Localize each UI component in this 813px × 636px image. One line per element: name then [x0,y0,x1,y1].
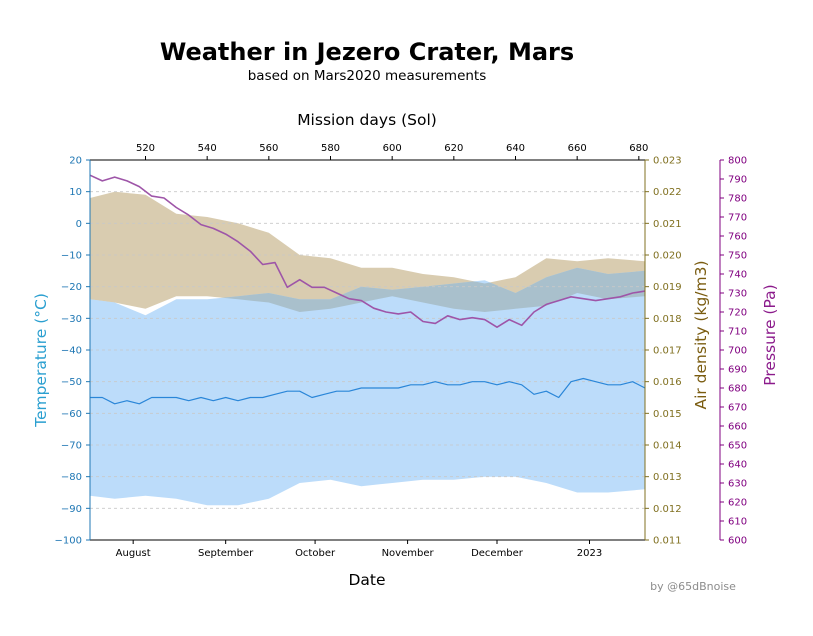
top-axis-title: Mission days (Sol) [297,111,437,129]
sol-tick-label: 660 [568,143,587,154]
pressure-tick-label: 600 [728,536,747,547]
temperature-tick-label: −90 [61,504,82,515]
density-tick-label: 0.019 [653,282,682,293]
temperature-tick-label: −40 [61,346,82,357]
temperature-tick-label: −10 [61,251,82,262]
sol-tick-label: 640 [506,143,525,154]
date-tick-label: September [198,548,254,559]
sol-tick-label: 520 [136,143,155,154]
density-tick-label: 0.015 [653,409,682,420]
density-tick-label: 0.017 [653,346,682,357]
density-tick-label: 0.013 [653,472,682,483]
density-tick-label: 0.023 [653,156,682,167]
pressure-tick-label: 750 [728,251,747,262]
density-tick-label: 0.012 [653,504,682,515]
pressure-tick-label: 660 [728,422,747,433]
sol-tick-label: 540 [198,143,217,154]
temperature-tick-label: −30 [61,314,82,325]
sol-tick-label: 680 [629,143,648,154]
density-tick-label: 0.018 [653,314,682,325]
pressure-tick-label: 630 [728,479,747,490]
density-tick-label: 0.022 [653,187,682,198]
sol-tick-label: 600 [383,143,402,154]
temperature-band [90,267,645,506]
plot-area [90,191,645,506]
temperature-tick-label: 0 [76,219,82,230]
density-band [90,191,645,312]
grid-lines [90,191,645,509]
pressure-tick-label: 680 [728,384,747,395]
temperature-tick-label: −80 [61,472,82,483]
chart-title: Weather in Jezero Crater, Mars [160,38,574,66]
sol-tick-label: 560 [259,143,278,154]
date-tick-label: 2023 [577,548,602,559]
pressure-tick-label: 740 [728,270,747,281]
temperature-tick-label: −60 [61,409,82,420]
density-tick-label: 0.021 [653,219,682,230]
credit-label: by @65dBnoise [650,580,736,593]
y-axis-title-pressure: Pressure (Pa) [761,284,779,385]
pressure-tick-label: 720 [728,308,747,319]
pressure-tick-label: 650 [728,441,747,452]
pressure-tick-label: 760 [728,232,747,243]
density-tick-label: 0.016 [653,377,682,388]
pressure-tick-label: 620 [728,498,747,509]
temperature-tick-label: −20 [61,282,82,293]
date-tick-label: October [295,548,336,559]
pressure-tick-label: 730 [728,289,747,300]
y-axis-title-density: Air density (kg/m3) [692,260,710,409]
date-tick-label: August [116,548,151,559]
pressure-tick-label: 690 [728,365,747,376]
date-tick-label: November [382,548,435,559]
temperature-tick-label: 20 [69,156,82,167]
density-tick-label: 0.011 [653,536,682,547]
temperature-tick-label: 10 [69,187,82,198]
pressure-tick-label: 610 [728,517,747,528]
sol-tick-label: 580 [321,143,340,154]
date-tick-label: December [471,548,524,559]
density-tick-label: 0.014 [653,441,682,452]
pressure-tick-label: 800 [728,156,747,167]
temperature-mean-line [90,377,646,405]
temperature-tick-label: −100 [55,536,82,547]
temperature-tick-label: −70 [61,441,82,452]
pressure-tick-label: 700 [728,346,747,357]
pressure-tick-label: 670 [728,403,747,414]
pressure-tick-label: 770 [728,213,747,224]
density-tick-label: 0.020 [653,251,682,262]
series-lines [89,174,646,405]
x-axis-title: Date [348,571,385,589]
pressure-tick-label: 780 [728,194,747,205]
axes: 20 10 0 −10 −20 −30 −40 −50 −60 −70 −80 −90 −100 0.02… [55,143,748,559]
y-axis-title-temperature: Temperature (°C) [32,293,50,428]
sol-tick-label: 620 [444,143,463,154]
chart-subtitle: based on Mars2020 measurements [248,68,487,84]
pressure-mean-line [89,174,646,329]
pressure-tick-label: 640 [728,460,747,471]
pressure-tick-label: 710 [728,327,747,338]
pressure-tick-label: 790 [728,175,747,186]
temperature-tick-label: −50 [61,377,82,388]
